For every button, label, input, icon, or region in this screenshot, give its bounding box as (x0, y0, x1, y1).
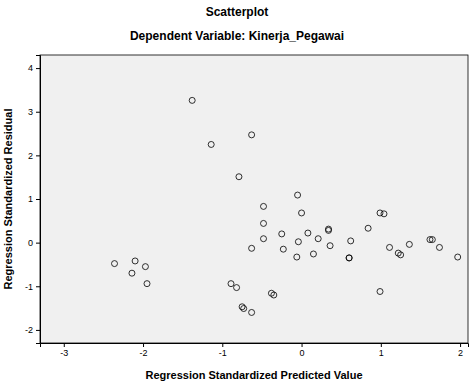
point (228, 281, 234, 287)
y-tick-label: 0 (28, 238, 33, 248)
point (279, 231, 285, 237)
point (327, 243, 333, 249)
point (305, 230, 311, 236)
x-tick-label: 0 (300, 348, 305, 358)
x-tick: -1 (219, 343, 227, 358)
y-tick-label: 4 (28, 63, 33, 73)
x-tick-mark (302, 343, 303, 347)
point (249, 245, 255, 251)
point (271, 292, 277, 298)
point (377, 289, 383, 295)
title: Scatterplot (206, 5, 269, 19)
x-tick-label: -3 (60, 348, 68, 358)
point (261, 236, 267, 242)
point (406, 241, 412, 247)
y-tick: 1 (28, 194, 40, 204)
point (310, 251, 316, 257)
y-tick-label: 1 (28, 194, 33, 204)
x-tick-label: 2 (458, 348, 463, 358)
point (132, 258, 138, 264)
point (348, 238, 354, 244)
x-tick-label: -1 (219, 348, 227, 358)
point (436, 244, 442, 250)
point (249, 309, 255, 315)
point (112, 261, 118, 267)
point (294, 254, 300, 260)
point (346, 255, 352, 261)
point (234, 285, 240, 291)
y-tick-label: 2 (28, 151, 33, 161)
point (381, 211, 387, 217)
point (241, 306, 247, 312)
y-tick-mark (36, 286, 40, 287)
point (144, 281, 150, 287)
point (326, 227, 332, 233)
point (315, 236, 321, 242)
y-tick: 2 (28, 151, 40, 161)
y-axis: -2 -1 0 1 2 3 4 (25, 56, 41, 344)
x-tick-mark (143, 343, 144, 347)
y-tick-label: -1 (25, 282, 33, 292)
point (299, 210, 305, 216)
point (249, 132, 255, 138)
y-axis-line (36, 56, 41, 344)
point (398, 252, 404, 258)
x-tick-label: -2 (140, 348, 148, 358)
x-tick-label: 1 (379, 348, 384, 358)
point (429, 237, 435, 243)
point (365, 225, 371, 231)
chart: Scatterplot Dependent Variable: Kinerja_P… (0, 0, 474, 385)
point (295, 192, 301, 198)
y-tick-mark (36, 68, 40, 69)
x-tick: 0 (300, 343, 305, 358)
x-tick-mark (460, 343, 461, 347)
point (208, 141, 214, 147)
point (261, 220, 267, 226)
subtitle: Dependent Variable: Kinerja_Pegawai (130, 29, 344, 43)
point (326, 226, 332, 232)
x-axis-title: Regression Standardized Predicted Value (145, 369, 362, 381)
y-tick-label: -2 (25, 325, 33, 335)
point (280, 246, 286, 252)
point (129, 270, 135, 276)
point (239, 304, 245, 310)
y-tick-mark (36, 155, 40, 156)
point (295, 239, 301, 245)
y-tick-mark (36, 112, 40, 113)
point (346, 255, 352, 261)
y-tick-mark (36, 330, 40, 331)
point (377, 210, 383, 216)
y-tick: 3 (28, 107, 40, 117)
x-tick: -2 (140, 343, 148, 358)
y-tick: -1 (25, 282, 40, 292)
y-tick: 0 (28, 238, 40, 248)
x-axis: -3 -2 -1 0 1 2 (41, 343, 469, 358)
x-tick: 2 (458, 343, 463, 358)
point (261, 203, 267, 209)
y-tick: -2 (25, 325, 40, 335)
x-tick: 1 (379, 343, 384, 358)
y-tick-label: 3 (28, 107, 33, 117)
y-axis-title: Regression Standardized Residual (2, 109, 14, 290)
x-tick: -3 (60, 343, 68, 358)
point (387, 244, 393, 250)
point (142, 264, 148, 270)
x-tick-mark (381, 343, 382, 347)
plot-frame (40, 55, 468, 343)
x-tick-mark (222, 343, 223, 347)
y-tick-mark (36, 243, 40, 244)
y-tick: 4 (28, 63, 40, 73)
points (112, 97, 461, 315)
x-axis-line (41, 344, 469, 348)
y-tick-mark (36, 199, 40, 200)
point (236, 174, 242, 180)
point (189, 97, 195, 103)
point (455, 254, 461, 260)
x-tick-mark (64, 343, 65, 347)
